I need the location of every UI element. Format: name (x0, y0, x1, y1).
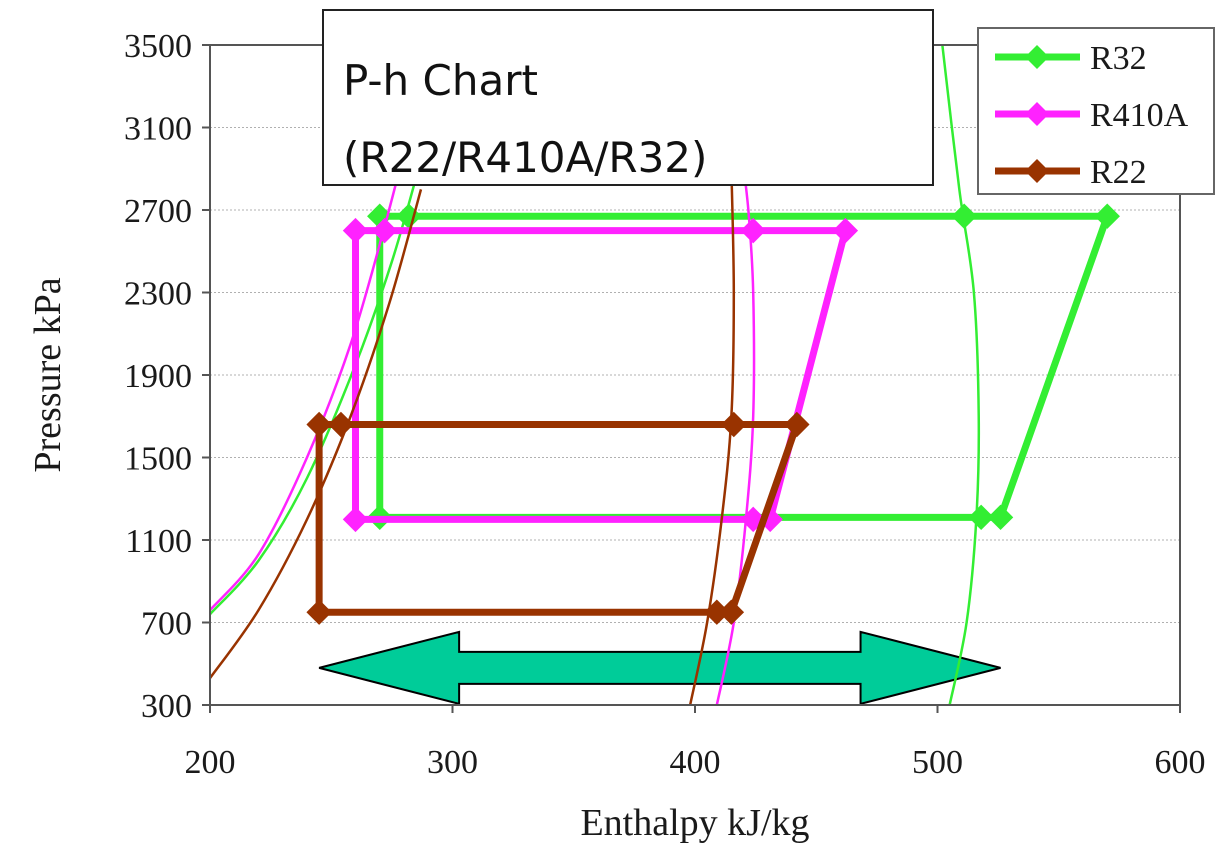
legend-label: R32 (1090, 40, 1147, 77)
saturation-vapor-line-r410a (715, 147, 756, 705)
cycle-point-r410a (832, 217, 859, 244)
x-tick-label: 400 (670, 744, 721, 781)
series-layer (210, 45, 1120, 705)
saturation-liquid-line-r410a (210, 123, 413, 611)
y-tick-labels: 300 700 1100 1500 1900 2300 2700 3100 3500 (124, 28, 210, 725)
title-box-frame (322, 9, 934, 186)
saturation-liquid-line-r32 (210, 168, 420, 616)
series-r32 (210, 45, 1120, 705)
cycle-point-r410a (342, 217, 369, 244)
cycle-point-r22 (784, 411, 810, 438)
legend-label: R410A (1090, 97, 1189, 134)
annotations (318, 630, 1001, 706)
y-tick-label: 2300 (124, 276, 192, 313)
legend-marker-r22 (1025, 159, 1049, 183)
cycle-point-r22 (328, 411, 354, 438)
cycle-point-r32 (1094, 203, 1120, 229)
chart-title-box: P-h Chart (R22/R410A/R32) (322, 9, 934, 186)
x-tick-label: 200 (185, 744, 236, 781)
cycle-point-r32 (951, 203, 977, 229)
saturation-vapor-line-r22 (688, 168, 736, 705)
cycle-point-r22 (306, 599, 332, 625)
y-tick-label: 1500 (124, 441, 192, 478)
saturation-vapor-line-r32 (941, 45, 981, 705)
cycle-point-r22 (721, 411, 747, 438)
cycle-point-r410a (371, 217, 398, 244)
cycle-point-r410a (740, 217, 766, 244)
legend-marker-r32 (1025, 45, 1049, 69)
cycle-point-r22 (704, 599, 730, 625)
chart-title-line-1: P-h Chart (343, 56, 538, 105)
y-tick-label: 3100 (124, 111, 192, 148)
chart-title-line-2: (R22/R410A/R32) (343, 133, 707, 182)
y-tick-label: 300 (141, 688, 192, 725)
y-tick-label: 1900 (124, 358, 192, 395)
series-r22 (210, 168, 810, 705)
x-axis-label: Enthalpy kJ/kg (580, 802, 809, 844)
y-tick-label: 2700 (124, 193, 192, 230)
cycle-point-r32 (987, 504, 1014, 531)
saturation-liquid-line-r22 (210, 189, 423, 679)
double-arrow-annotation (318, 630, 1001, 706)
x-tick-labels: 200 300 400 500 600 (185, 705, 1206, 781)
cycle-point-r32 (968, 504, 994, 531)
x-tick-label: 300 (427, 744, 478, 781)
y-tick-label: 1100 (125, 523, 192, 560)
cycle-point-r410a (342, 506, 369, 533)
y-tick-label: 700 (141, 606, 192, 643)
legend-marker-r410a (1025, 102, 1049, 126)
y-axis-label: Pressure kPa (27, 277, 69, 472)
x-tick-label: 500 (912, 744, 963, 781)
cycle-point-r22 (306, 411, 332, 438)
y-tick-label: 3500 (124, 28, 192, 65)
x-tick-label: 600 (1155, 744, 1206, 781)
legend-label: R22 (1090, 154, 1147, 191)
legend: R32 R410A R22 (977, 27, 1215, 195)
